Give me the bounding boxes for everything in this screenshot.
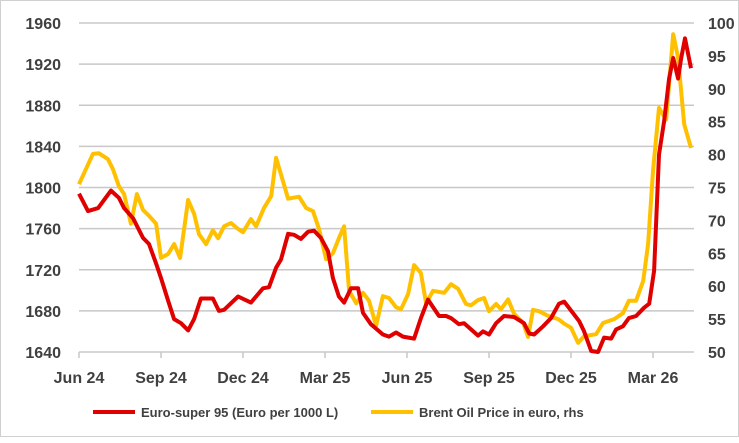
right-y-axis: 50 55 60 65 70 75 80 85 90 95 100 [708, 16, 735, 362]
left-y-axis: 1640 1680 1720 1760 1800 1840 1880 1920 1960 [25, 16, 61, 362]
right-y-tick-label: 75 [708, 181, 726, 198]
left-y-tick-label: 1720 [25, 263, 61, 280]
left-y-tick-label: 1640 [25, 345, 61, 362]
gridlines [79, 22, 694, 312]
x-tick-label: Jun 24 [54, 370, 105, 387]
left-y-tick-label: 1800 [25, 181, 61, 198]
right-y-tick-label: 60 [708, 279, 726, 296]
right-y-tick-label: 50 [708, 345, 726, 362]
x-axis: Jun 24 Sep 24 Dec 24 Mar 25 Jun 25 Sep 25 Dec … [54, 351, 694, 387]
series-line-euro-super [77, 36, 693, 354]
right-y-tick-label: 95 [708, 49, 726, 66]
legend: Euro-super 95 (Euro per 1000 L) Brent Oi… [93, 405, 584, 420]
x-tick-label: Jun 25 [382, 370, 433, 387]
right-y-tick-label: 65 [708, 246, 726, 263]
right-y-tick-label: 100 [708, 16, 735, 33]
series-lines [77, 32, 693, 354]
x-tick-label: Dec 25 [545, 370, 597, 387]
legend-label-brent: Brent Oil Price in euro, rhs [419, 405, 584, 420]
left-y-tick-label: 1680 [25, 304, 61, 321]
x-tick-label: Mar 25 [300, 370, 351, 387]
left-y-tick-label: 1840 [25, 139, 61, 156]
right-y-tick-label: 85 [708, 115, 726, 132]
x-tick-label: Mar 26 [628, 370, 679, 387]
x-tick-label: Dec 24 [217, 370, 269, 387]
left-y-tick-label: 1920 [25, 57, 61, 74]
x-tick-label: Sep 24 [135, 370, 187, 387]
legend-label-euro-super: Euro-super 95 (Euro per 1000 L) [141, 405, 338, 420]
left-y-tick-label: 1960 [25, 16, 61, 33]
right-y-tick-label: 70 [708, 213, 726, 230]
right-y-tick-label: 80 [708, 148, 726, 165]
left-y-tick-label: 1880 [25, 98, 61, 115]
series-line-brent [77, 32, 693, 345]
right-y-tick-label: 55 [708, 312, 726, 329]
right-y-tick-label: 90 [708, 82, 726, 99]
left-y-tick-label: 1760 [25, 222, 61, 239]
x-tick-label: Sep 25 [463, 370, 515, 387]
